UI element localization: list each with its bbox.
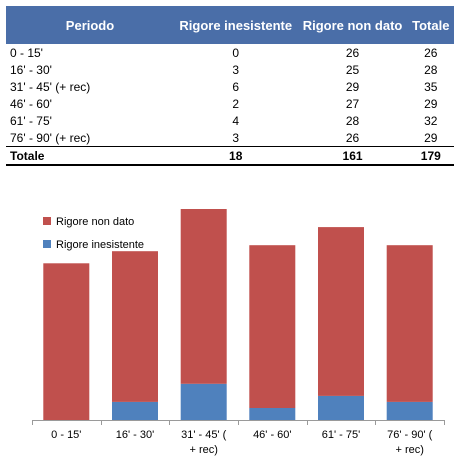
- x-tick-label: 76' - 90' (+ rec): [387, 429, 433, 456]
- cell-totale: 26: [424, 45, 438, 60]
- cell-totale: 32: [424, 113, 438, 128]
- x-tick-label: 16' - 30': [116, 429, 154, 441]
- bar-rigore-inesistente: [112, 401, 158, 420]
- cell-total-totale: 179: [407, 146, 454, 166]
- header-periodo: Periodo: [6, 6, 174, 44]
- cell-periodo: 46' - 60': [10, 96, 52, 111]
- cell-totale: 29: [424, 130, 438, 145]
- cell-rigore-non-dato: 28: [345, 113, 360, 128]
- bar-rigore-inesistente: [318, 395, 364, 420]
- bar-rigore-non-dato: [249, 245, 296, 408]
- legend-swatch-rigore-non-dato: [43, 217, 51, 225]
- table-row: 76' - 90' (+ rec) 3 26 29: [6, 129, 454, 147]
- cell-periodo: 31' - 45' (+ rec): [10, 79, 91, 94]
- cell-rigore-non-dato: 25: [345, 62, 360, 77]
- bar-rigore-inesistente: [249, 407, 296, 420]
- table-header-row: Periodo Rigore inesistente Rigore non da…: [6, 6, 454, 44]
- cell-rigore-inesistente: 6: [232, 79, 240, 94]
- cell-periodo: 61' - 75': [10, 113, 52, 128]
- cell-total-rigore-inesistente: 18: [174, 146, 298, 166]
- cell-rigore-non-dato: 26: [345, 45, 360, 60]
- bar-rigore-non-dato: [386, 245, 433, 402]
- table-total-row: Totale 18 161 179: [6, 146, 454, 166]
- table-row: 0 - 15' 0 26 26: [6, 44, 454, 61]
- table-row: 31' - 45' (+ rec) 6 29 35: [6, 78, 454, 95]
- x-tick-label: 31' - 45' (+ rec): [181, 429, 227, 456]
- bar-rigore-non-dato: [180, 209, 227, 384]
- x-tick-label: 61' - 75': [322, 429, 360, 441]
- cell-totale: 28: [424, 62, 438, 77]
- cell-totale: 29: [424, 96, 438, 111]
- cell-rigore-inesistente: 3: [232, 130, 240, 145]
- bar-rigore-inesistente: [180, 383, 227, 420]
- cell-totale: 35: [424, 79, 438, 94]
- cell-rigore-inesistente: 3: [232, 62, 240, 77]
- bar-rigore-non-dato: [318, 227, 364, 396]
- cell-rigore-non-dato: 29: [345, 79, 360, 94]
- legend-swatch-rigore-inesistente: [43, 240, 51, 248]
- cell-rigore-non-dato: 27: [345, 96, 360, 111]
- cell-rigore-inesistente: 0: [232, 45, 240, 60]
- cell-total-rigore-non-dato: 161: [297, 146, 408, 166]
- cell-periodo: 0 - 15': [10, 45, 43, 60]
- cell-rigore-inesistente: 2: [232, 96, 240, 111]
- cell-rigore-non-dato: 26: [345, 130, 360, 145]
- data-table: Periodo Rigore inesistente Rigore non da…: [6, 6, 454, 166]
- cell-periodo: 76' - 90' (+ rec): [10, 130, 91, 145]
- bar-rigore-non-dato: [43, 263, 90, 420]
- table-row: 46' - 60' 2 27 29: [6, 95, 454, 112]
- x-tick-label: 0 - 15': [51, 429, 81, 441]
- table-row: 16' - 30' 3 25 28: [6, 61, 454, 78]
- cell-periodo: 16' - 30': [10, 62, 52, 77]
- cell-total-label: Totale: [6, 146, 174, 166]
- legend-label-rigore-non-dato: Rigore non dato: [56, 216, 134, 228]
- table-row: 61' - 75' 4 28 32: [6, 112, 454, 129]
- x-tick-label: 46' - 60': [253, 429, 291, 441]
- bar-rigore-inesistente: [386, 401, 433, 420]
- header-rigore-non-dato: Rigore non dato: [297, 6, 408, 44]
- legend-label-rigore-inesistente: Rigore inesistente: [56, 239, 144, 251]
- header-totale: Totale: [407, 6, 454, 44]
- bar-rigore-non-dato: [112, 251, 158, 402]
- header-rigore-inesistente: Rigore inesistente: [174, 6, 298, 44]
- cell-rigore-inesistente: 4: [232, 113, 240, 128]
